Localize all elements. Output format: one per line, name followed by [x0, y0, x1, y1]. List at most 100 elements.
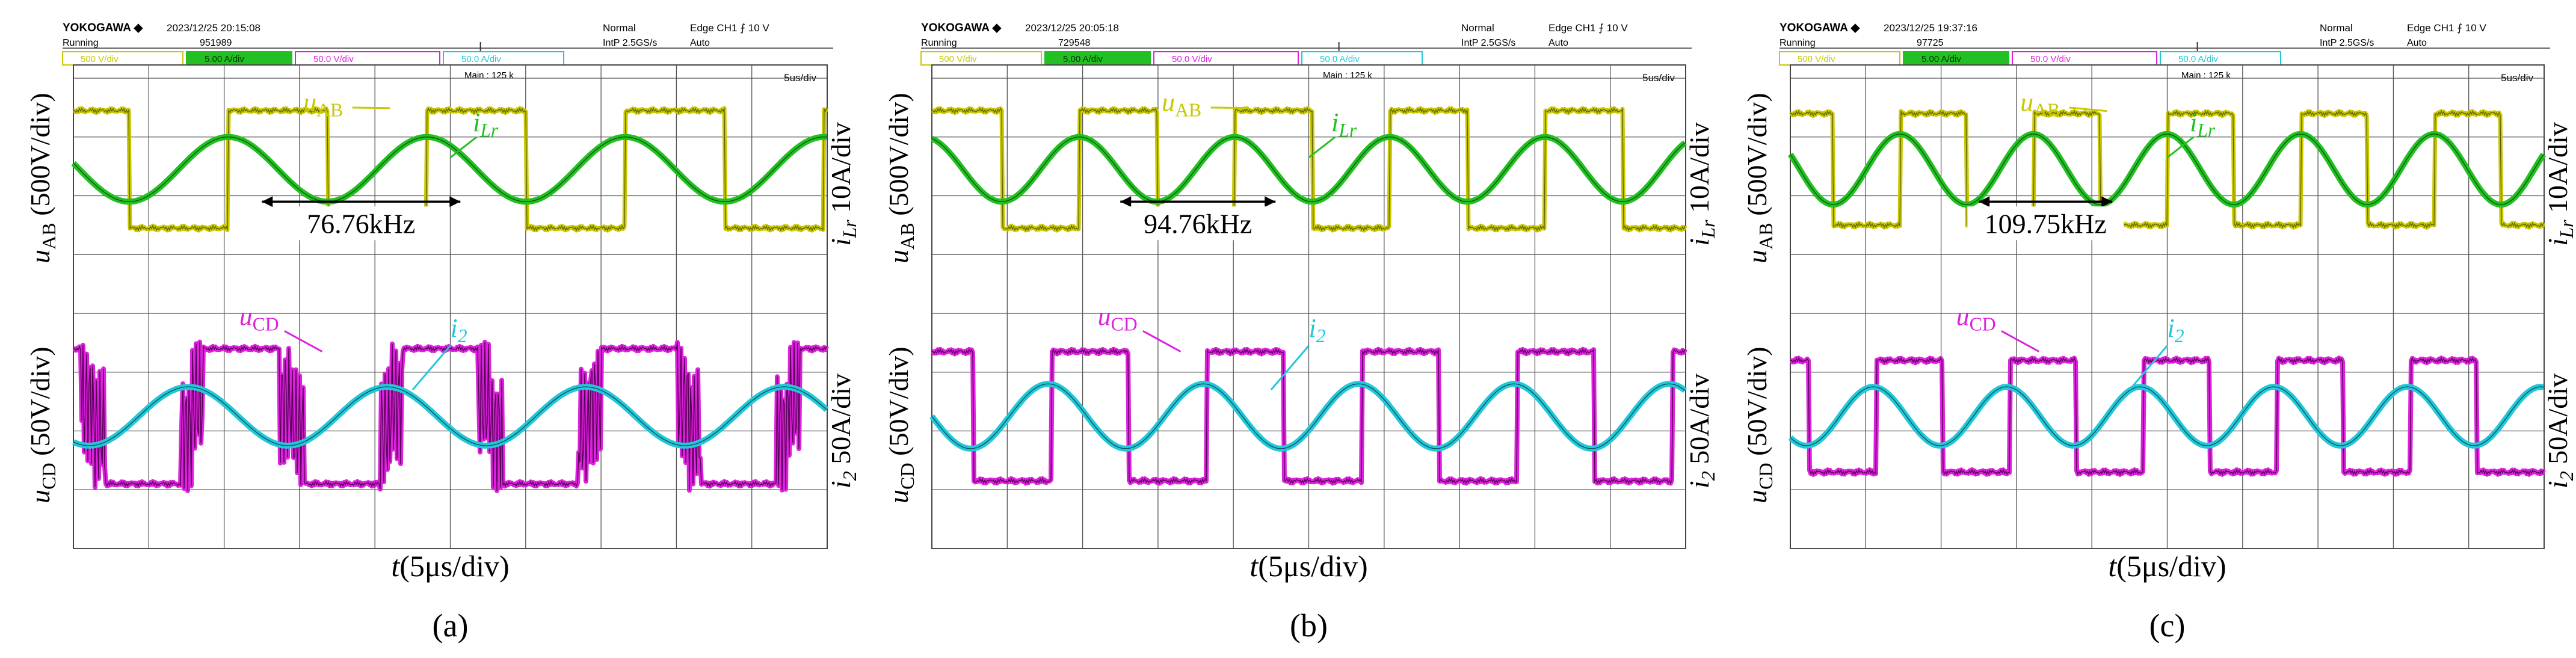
main-record: Main : 125 k	[464, 70, 514, 81]
label-u-cd: uCD	[239, 302, 279, 335]
trigger-setting: Edge CH1 ⨍ 10 V	[2407, 22, 2486, 34]
label-i-lr-leader	[1308, 136, 1336, 159]
main-record: Main : 125 k	[1323, 70, 1372, 81]
panel-c: YOKOGAWA ◆ 2023/12/25 19:37:16 Running 9772…	[1742, 22, 2576, 644]
trace-i-lr-core	[1790, 134, 2544, 205]
axis-left-upper: uAB (500V/div)	[25, 93, 60, 263]
label-i-2-leader	[411, 345, 451, 391]
trace-i-2-core	[1790, 386, 2544, 446]
frequency-backdrop	[283, 206, 440, 241]
label-u-cd-leader	[284, 330, 323, 352]
label-i-2: i2	[451, 313, 467, 346]
channel-scale-2: 5.00 A/div	[1063, 54, 1103, 64]
trace-u-cd-core	[73, 342, 827, 491]
panel-caption: (c)	[2149, 607, 2186, 644]
brand-logo: YOKOGAWA ◆	[1779, 22, 1861, 34]
label-u-ab: uAB	[1162, 88, 1201, 121]
channel-scale-3: 50.0 V/div	[1172, 54, 1212, 64]
trigger-mode: Auto	[690, 38, 710, 48]
channel-scale-3: 50.0 V/div	[2030, 54, 2071, 64]
sample-rate: IntP 2.5GS/s	[1461, 38, 1515, 48]
trigger-mode: Auto	[2407, 38, 2427, 48]
frequency-label: 94.76kHz	[1144, 208, 1252, 239]
trace-i-lr-core	[73, 137, 827, 202]
axis-left-upper: uAB (500V/div)	[883, 93, 918, 263]
axis-right-lower: i2 50A/div	[2542, 374, 2576, 488]
run-state: Running	[63, 38, 99, 48]
x-axis-label: t(5μs/div)	[2108, 549, 2226, 583]
channel-scale-4: 50.0 A/div	[1320, 54, 1360, 64]
axis-right-lower: i2 50A/div	[825, 374, 860, 488]
panel-caption: (a)	[433, 607, 469, 644]
channel-scale-1: 500 V/div	[1798, 54, 1835, 64]
panel-caption: (b)	[1290, 607, 1328, 644]
channel-scale-2: 5.00 A/div	[205, 54, 244, 64]
period-arrow-head-right	[2101, 196, 2113, 208]
acq-count: 97725	[1917, 38, 1944, 48]
timestamp: 2023/12/25 19:37:16	[1884, 22, 1977, 34]
panel-a: YOKOGAWA ◆ 2023/12/25 20:15:08 Running 9519…	[25, 22, 860, 644]
trigger-setting: Edge CH1 ⨍ 10 V	[690, 22, 769, 34]
timestamp: 2023/12/25 20:15:08	[167, 22, 260, 34]
label-u-cd-leader	[2001, 330, 2040, 352]
channel-scale-4: 50.0 A/div	[461, 54, 501, 64]
period-arrow-head-right	[1265, 196, 1276, 208]
timestamp: 2023/12/25 20:05:18	[1025, 22, 1119, 34]
x-axis-label: t(5μs/div)	[1249, 549, 1367, 583]
label-i-2-leader	[1270, 345, 1310, 391]
axis-right-upper: iLr 10A/div	[2542, 122, 2576, 246]
sample-rate: IntP 2.5GS/s	[2320, 38, 2374, 48]
run-state: Running	[1779, 38, 1816, 48]
axis-right-lower: i2 50A/div	[1684, 374, 1719, 488]
axis-left-lower: uCD (50V/div)	[883, 346, 918, 503]
x-axis-label: t(5μs/div)	[391, 549, 509, 583]
trigger-mode: Auto	[1548, 38, 1568, 48]
frequency-backdrop	[1120, 206, 1277, 241]
main-record: Main : 125 k	[2181, 70, 2231, 81]
panel-b: YOKOGAWA ◆ 2023/12/25 20:05:18 Running 7295…	[883, 22, 1719, 644]
period-arrow-head-left	[1979, 196, 1990, 208]
channel-scale-4: 50.0 A/div	[2178, 54, 2218, 64]
axis-left-lower: uCD (50V/div)	[1742, 346, 1776, 503]
channel-scale-3: 50.0 V/div	[313, 54, 354, 64]
label-u-cd-leader	[1142, 330, 1182, 352]
frequency-label: 76.76kHz	[307, 208, 415, 239]
label-u-ab-leader	[2069, 106, 2107, 112]
acq-mode: Normal	[603, 22, 636, 34]
period-arrow-head-right	[449, 196, 461, 208]
label-u-ab: uAB	[2020, 88, 2060, 121]
trace-u-ab-core	[73, 107, 827, 232]
label-i-lr: iLr	[473, 108, 499, 141]
trace-i-lr-core	[931, 137, 1686, 202]
axis-left-lower: uCD (50V/div)	[25, 346, 60, 503]
label-i-lr: iLr	[1331, 108, 1357, 141]
label-i-2-leader	[2128, 345, 2168, 391]
axis-left-upper: uAB (500V/div)	[1742, 93, 1776, 263]
brand-logo: YOKOGAWA ◆	[921, 22, 1002, 34]
acq-count: 951989	[200, 38, 232, 48]
acq-count: 729548	[1058, 38, 1090, 48]
run-state: Running	[921, 38, 957, 48]
trace-u-cd-core	[931, 348, 1686, 485]
period-arrow-head-left	[262, 196, 273, 208]
trigger-setting: Edge CH1 ⨍ 10 V	[1548, 22, 1628, 34]
frequency-backdrop	[1967, 206, 2124, 241]
acq-mode: Normal	[2320, 22, 2353, 34]
trace-u-ab-core	[931, 107, 1686, 232]
acq-mode: Normal	[1461, 22, 1494, 34]
label-u-cd: uCD	[1956, 302, 1996, 335]
channel-scale-1: 500 V/div	[81, 54, 119, 64]
period-arrow-head-left	[1120, 196, 1132, 208]
label-i-lr-leader	[449, 136, 478, 159]
label-u-cd: uCD	[1098, 302, 1138, 335]
label-u-ab: uAB	[303, 88, 343, 121]
axis-right-upper: iLr 10A/div	[825, 122, 860, 246]
label-i-2: i2	[2168, 313, 2184, 346]
trace-i-2-core	[73, 386, 827, 446]
label-i-2: i2	[1309, 313, 1326, 346]
axis-right-upper: iLr 10A/div	[1684, 122, 1719, 246]
trace-u-cd-core	[1790, 357, 2544, 476]
trace-i-2-core	[931, 383, 1686, 449]
label-i-lr-leader	[2166, 136, 2195, 159]
